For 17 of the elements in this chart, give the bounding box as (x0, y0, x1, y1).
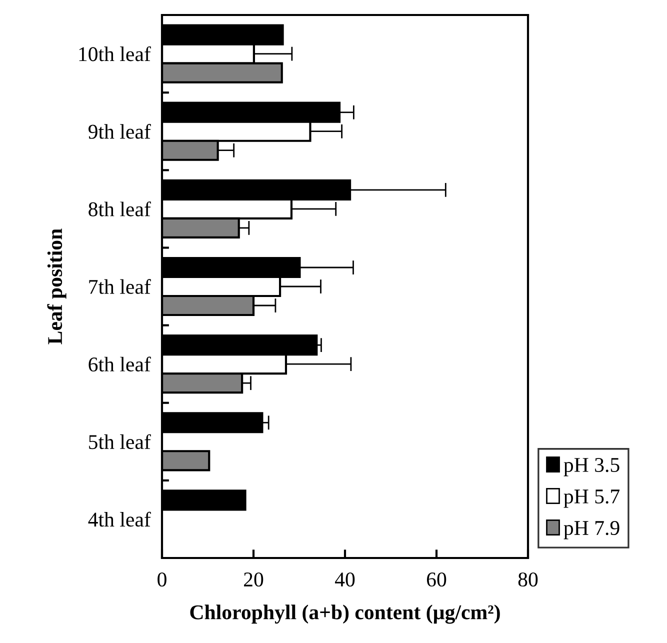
legend-label: pH 7.9 (564, 521, 620, 540)
legend-label: pH 3.5 (564, 458, 620, 476)
legend-label: pH 5.7 (564, 490, 620, 508)
x-axis-title: Chlorophyll (a+b) content (µg/cm²) (190, 604, 500, 624)
x-tick-label: 20 (244, 572, 264, 587)
y-tick-label: 6th leaf (88, 356, 151, 372)
y-tick-label: 4th leaf (88, 512, 151, 527)
y-tick-label: 10th leaf (79, 46, 151, 62)
x-tick-label: 60 (426, 572, 446, 587)
x-tick-label: 0 (158, 572, 166, 587)
y-axis-title: Leaf position (47, 228, 66, 344)
y-tick-label: 5th leaf (89, 434, 151, 450)
y-tick-label: 9th leaf (88, 124, 151, 139)
y-tick-label: 8th leaf (88, 201, 151, 216)
x-tick-label: 40 (334, 572, 355, 587)
y-tick-label: 7th leaf (89, 279, 151, 294)
x-tick-label: 80 (518, 572, 538, 587)
